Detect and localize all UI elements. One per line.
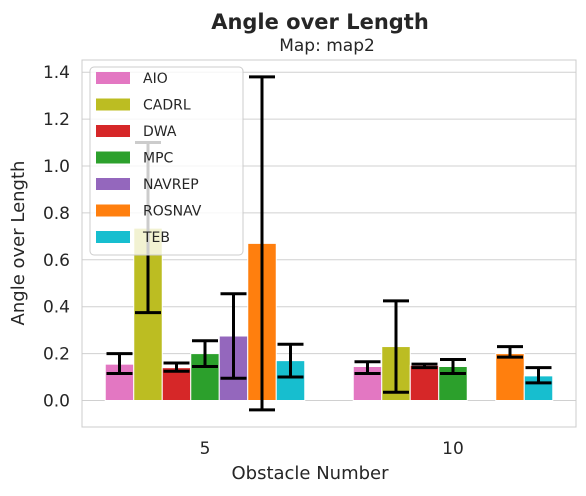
legend-label: CADRL — [143, 98, 191, 114]
chart-subtitle: Map: map2 — [279, 36, 375, 56]
legend-swatch — [96, 204, 130, 217]
legend-swatch — [96, 125, 130, 137]
y-tick-label: 1.4 — [43, 63, 70, 83]
legend-swatch — [96, 98, 130, 111]
y-tick-label: 1.0 — [43, 157, 70, 177]
bar — [495, 353, 525, 402]
legend-label: DWA — [143, 124, 177, 140]
x-tick-label: 10 — [442, 439, 464, 459]
legend-label: NAVREP — [143, 177, 199, 193]
legend-swatch — [96, 178, 130, 190]
y-tick-label: 0.4 — [43, 298, 70, 318]
x-tick-labels: 5 10 — [200, 439, 464, 459]
legend-label: ROSNAV — [143, 204, 202, 220]
plot-frame — [81, 59, 577, 428]
legend-label: TEB — [142, 230, 170, 246]
legend-swatch — [96, 151, 130, 164]
chart-title: Angle over Length — [211, 10, 429, 34]
legend-label: MPC — [143, 151, 174, 167]
error-bars — [106, 75, 552, 412]
y-tick-label: 0.8 — [43, 204, 70, 224]
y-tick-label: 0.0 — [43, 392, 70, 412]
x-tick-label: 5 — [200, 439, 211, 459]
y-axis-label: Angle over Length — [8, 161, 29, 326]
bar — [409, 364, 440, 402]
y-tick-label: 0.6 — [43, 251, 70, 271]
y-tick-labels: 0.0 0.2 0.4 0.6 0.8 1.0 1.2 1.4 — [43, 63, 70, 411]
y-tick-label: 0.2 — [43, 345, 70, 365]
legend-swatch — [96, 231, 130, 243]
legend-label: AIO — [143, 71, 168, 87]
x-axis-label: Obstacle Number — [231, 463, 389, 484]
y-tick-label: 1.2 — [43, 110, 70, 130]
legend: AIO CADRL DWA MPC NAVREP ROSNAV TEB — [89, 66, 244, 256]
legend-swatch — [96, 72, 130, 84]
